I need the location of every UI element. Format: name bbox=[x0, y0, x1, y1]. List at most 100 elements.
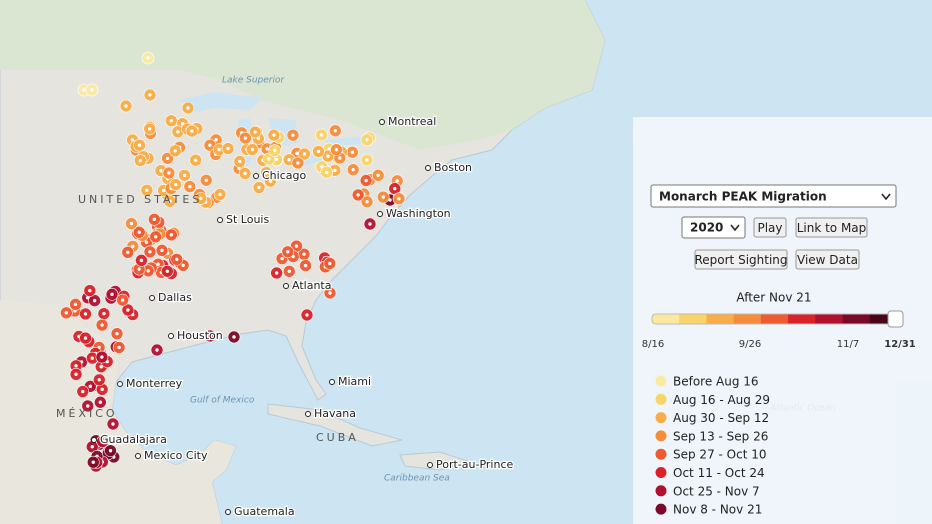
layer-dropdown-label[interactable]: Monarch PEAK Migration bbox=[659, 190, 827, 204]
legend-label: Sep 27 - Oct 10 bbox=[673, 448, 767, 462]
city-label: Port-au-Prince bbox=[436, 458, 513, 471]
view-data-button-label[interactable]: View Data bbox=[797, 253, 858, 267]
sighting-center bbox=[272, 133, 276, 137]
sighting-center bbox=[115, 331, 119, 336]
sighting-center bbox=[146, 56, 150, 60]
sighting-center bbox=[291, 133, 295, 137]
sighting-center bbox=[154, 235, 158, 239]
city-label: Chicago bbox=[262, 169, 306, 182]
sighting-center bbox=[188, 184, 192, 189]
sighting-center bbox=[86, 404, 90, 408]
sighting-center bbox=[333, 128, 338, 133]
cuba bbox=[267, 403, 403, 447]
sighting-center bbox=[81, 389, 85, 394]
sighting-center bbox=[397, 197, 401, 201]
city-marker bbox=[377, 211, 383, 217]
city-marker bbox=[117, 381, 123, 387]
slider-segment bbox=[760, 314, 789, 324]
city-marker bbox=[253, 173, 259, 179]
sighting-center bbox=[100, 439, 105, 444]
sighting-center bbox=[243, 136, 248, 140]
sighting-center bbox=[381, 195, 385, 199]
sighting-center bbox=[364, 178, 368, 183]
sighting-center bbox=[168, 199, 172, 204]
sighting-center bbox=[274, 157, 279, 162]
city-label: Guatemala bbox=[234, 505, 295, 518]
sighting-center bbox=[295, 151, 299, 156]
sighting-center bbox=[208, 143, 212, 147]
mexico bbox=[0, 300, 236, 524]
sighting-center bbox=[161, 188, 166, 193]
sighting-center bbox=[100, 323, 104, 327]
panel-contents: Monarch PEAK Migration 2020 Play Link to Ma… bbox=[642, 184, 916, 517]
sighting-center bbox=[395, 179, 399, 183]
sighting-center bbox=[83, 336, 88, 340]
layer-dropdown[interactable] bbox=[650, 184, 897, 208]
sighting-center bbox=[365, 158, 369, 162]
year-select[interactable] bbox=[681, 216, 746, 239]
canada bbox=[0, 0, 605, 150]
sighting-center bbox=[351, 167, 355, 172]
sighting-center bbox=[148, 93, 152, 97]
sighting-center bbox=[97, 378, 101, 382]
report-button-label[interactable]: Report Sighting bbox=[694, 253, 787, 267]
view-data-button[interactable] bbox=[795, 249, 860, 270]
dropdown-arrow bbox=[881, 193, 891, 201]
sighting-center bbox=[302, 152, 307, 156]
sighting-center bbox=[338, 156, 342, 160]
link-button-label[interactable]: Link to Map bbox=[797, 221, 867, 235]
sighting-center bbox=[137, 143, 142, 147]
sighting-center bbox=[393, 186, 397, 191]
sighting-center bbox=[146, 269, 150, 273]
city-label: Washington bbox=[386, 207, 451, 220]
hispaniola bbox=[399, 451, 472, 471]
city-label: Atlanta bbox=[292, 279, 331, 292]
sighting-center bbox=[199, 196, 203, 201]
sighting-center bbox=[286, 250, 290, 254]
play-button[interactable] bbox=[753, 217, 787, 238]
sighting-center bbox=[257, 185, 261, 190]
year-select-label[interactable]: 2020 bbox=[690, 221, 723, 235]
sighting-center bbox=[98, 400, 103, 404]
region-label: MÉXICO bbox=[56, 407, 118, 420]
slider-segment bbox=[842, 314, 871, 324]
slider-knob[interactable] bbox=[887, 310, 904, 328]
sighting-center bbox=[129, 221, 134, 226]
sighting-center bbox=[268, 179, 273, 183]
sighting-center bbox=[120, 298, 125, 302]
report-button[interactable] bbox=[694, 249, 788, 270]
sighting-center bbox=[137, 267, 141, 271]
link-button[interactable] bbox=[795, 217, 868, 238]
sighting-center bbox=[232, 335, 236, 339]
sighting-center bbox=[218, 192, 222, 197]
region-label: UNITED STATES bbox=[78, 193, 202, 206]
map-labels: Montreal Boston Washington Atlanta Houston Da… bbox=[56, 76, 836, 520]
legend-label: Before Aug 16 bbox=[673, 375, 759, 389]
sighting-center bbox=[305, 313, 309, 317]
sighting-center bbox=[74, 364, 78, 368]
legend-label: Oct 25 - Nov 7 bbox=[673, 484, 760, 498]
water-label: Gulf of Mexico bbox=[190, 396, 255, 406]
sighting-center bbox=[287, 269, 291, 274]
city-marker bbox=[149, 295, 155, 301]
sighting-center bbox=[90, 88, 94, 92]
play-button-label[interactable]: Play bbox=[757, 221, 782, 235]
sighting-center bbox=[333, 168, 337, 173]
sighting-center bbox=[90, 356, 94, 360]
sighting-center bbox=[350, 150, 355, 154]
city-marker bbox=[225, 509, 231, 515]
sighting-center bbox=[144, 240, 149, 244]
sighting-center bbox=[131, 244, 135, 249]
slider-segment bbox=[706, 314, 735, 324]
city-marker bbox=[135, 453, 141, 459]
sighting-center bbox=[167, 171, 171, 175]
slider-segment bbox=[788, 314, 816, 324]
sighting-center bbox=[99, 365, 103, 369]
sighting-center bbox=[325, 170, 329, 174]
sighting-center bbox=[130, 138, 135, 142]
city-marker bbox=[91, 437, 97, 443]
sighting-center bbox=[91, 460, 95, 464]
slider-segment bbox=[815, 314, 844, 324]
sighting-center bbox=[190, 129, 194, 133]
sighting-center bbox=[64, 311, 69, 315]
